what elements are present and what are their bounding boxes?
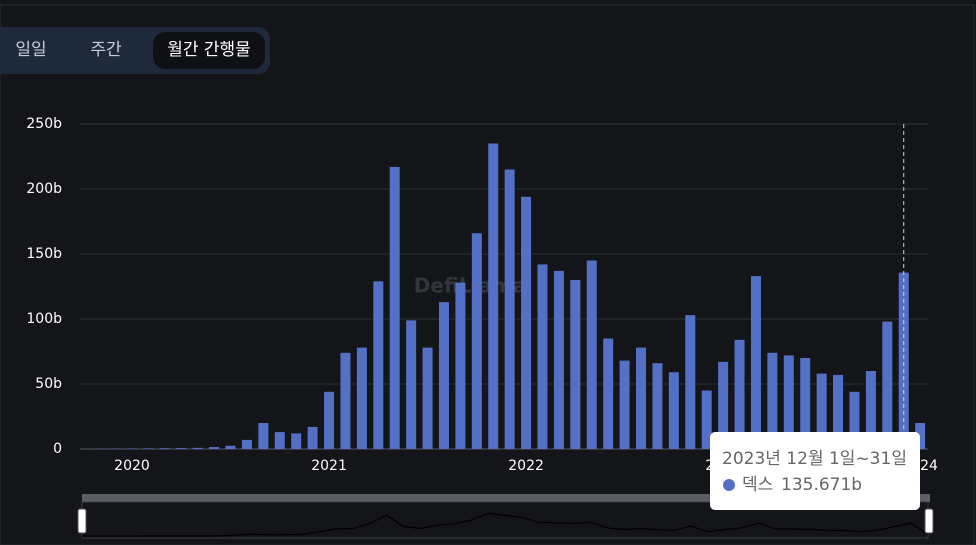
bar	[176, 448, 187, 449]
bar	[356, 347, 367, 449]
bar	[406, 320, 417, 449]
bar	[504, 169, 515, 449]
bar	[570, 280, 581, 449]
x-tick-label: 2020	[114, 458, 150, 474]
bar	[865, 371, 876, 449]
tab[interactable]: 일일	[15, 40, 46, 60]
bar	[143, 448, 154, 449]
bar	[471, 233, 482, 449]
y-tick-label: 250b	[26, 116, 62, 132]
bar	[816, 373, 827, 449]
bar	[340, 352, 351, 449]
bar	[209, 447, 220, 449]
y-tick-label: 200b	[26, 181, 62, 197]
y-tick-label: 100b	[26, 311, 62, 327]
bar	[159, 448, 170, 449]
y-tick-label: 0	[53, 441, 62, 457]
bar	[455, 282, 466, 449]
x-tick-label: 2022	[508, 458, 544, 474]
tooltip-value: 135.671b	[781, 475, 862, 495]
bar	[324, 391, 335, 449]
bar	[586, 260, 597, 449]
bar	[274, 432, 285, 449]
bar	[291, 433, 302, 449]
bar	[422, 347, 433, 449]
bar	[438, 302, 449, 449]
bar	[718, 361, 729, 449]
bar	[553, 270, 564, 449]
bar	[800, 358, 811, 449]
tooltip-series: 덱스	[742, 475, 773, 495]
tooltip	[710, 432, 920, 510]
bar	[734, 339, 745, 449]
navigator-handle[interactable]	[924, 508, 934, 534]
bar	[537, 264, 548, 449]
bar	[241, 439, 252, 449]
bar	[127, 448, 137, 449]
tooltip-title: 2023년 12월 1일~31일	[722, 449, 907, 469]
bar	[652, 363, 663, 449]
bar	[833, 374, 844, 449]
bar	[915, 423, 926, 449]
bar	[488, 143, 499, 449]
tooltip-dot	[723, 479, 735, 491]
bar	[619, 360, 630, 449]
tab-active[interactable]: 월간 간행물	[167, 40, 251, 60]
tab[interactable]: 주간	[90, 40, 122, 60]
bar	[373, 281, 384, 449]
bar	[192, 447, 203, 449]
bar	[882, 321, 893, 449]
navigator-sparkline	[82, 512, 929, 537]
y-tick-label: 50b	[35, 376, 62, 392]
bar	[783, 355, 794, 449]
navigator-track	[82, 494, 930, 502]
bar	[750, 276, 761, 449]
bar	[849, 391, 860, 449]
bar	[389, 166, 400, 449]
bar	[258, 423, 269, 449]
bar	[701, 390, 712, 449]
bar	[898, 272, 909, 449]
bar	[767, 352, 778, 449]
active-tab-bg	[153, 32, 265, 69]
bar	[636, 347, 647, 449]
bar	[225, 445, 236, 449]
bar	[521, 196, 532, 449]
bar	[685, 315, 696, 449]
x-tick-label: 2021	[311, 458, 347, 474]
bar	[668, 372, 679, 449]
navigator-handle[interactable]	[77, 508, 87, 534]
bar	[307, 426, 318, 449]
bar	[603, 338, 614, 449]
y-tick-label: 150b	[26, 246, 62, 262]
